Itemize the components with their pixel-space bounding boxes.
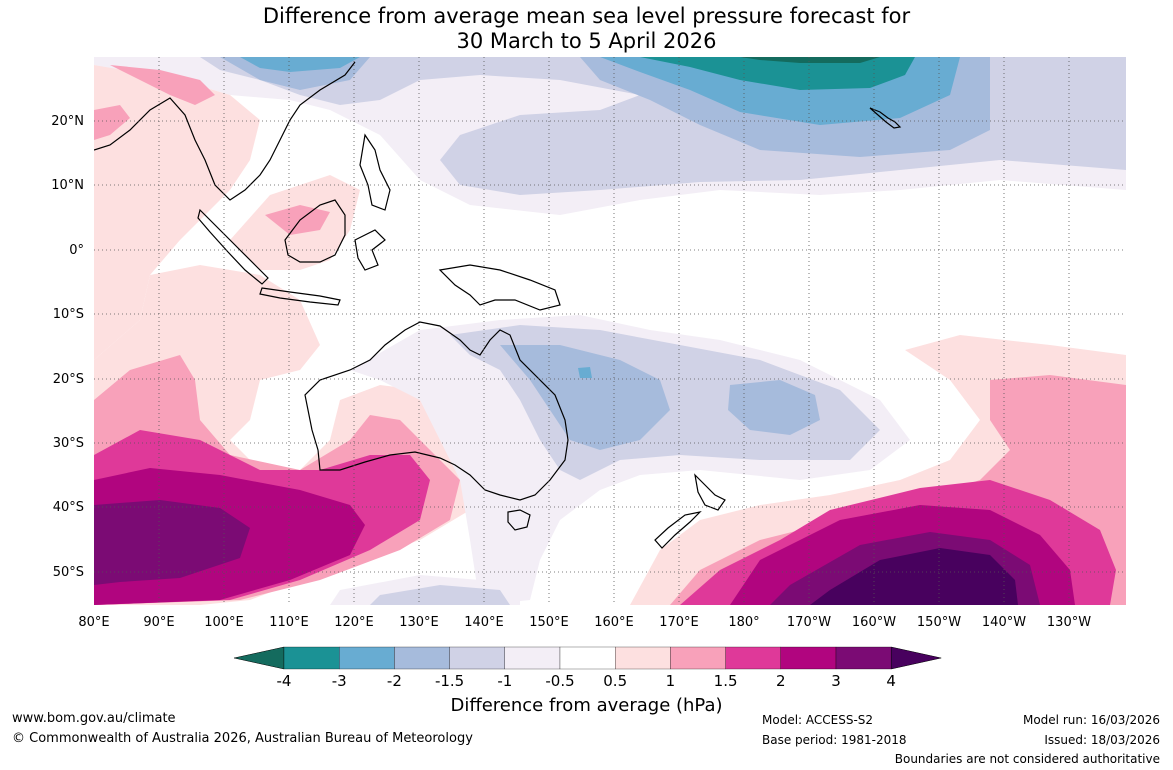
contour-pos-1-northwest bbox=[94, 65, 215, 140]
lon-tick-label: 140°W bbox=[982, 615, 1026, 630]
lat-tick-label: 10°S bbox=[53, 307, 84, 322]
new-zealand-coastline bbox=[654, 473, 726, 549]
colorbar-tick-label: 3 bbox=[831, 672, 841, 690]
tasmania-coastline bbox=[507, 509, 531, 531]
issued-date: Issued: 18/03/2026 bbox=[1044, 733, 1160, 747]
contour-neg-3-north bbox=[640, 57, 915, 90]
lon-tick-label: 90°E bbox=[143, 615, 174, 630]
colorbar-swatch bbox=[504, 646, 561, 670]
lon-tick-label: 170°W bbox=[787, 615, 831, 630]
colorbar-tick-label: -1.5 bbox=[435, 672, 464, 690]
contour-pos-1-borneo bbox=[265, 205, 330, 235]
colorbar-swatch bbox=[670, 646, 726, 670]
map-area bbox=[94, 57, 1126, 605]
lat-tick-label: 0° bbox=[69, 243, 84, 258]
lat-tick-label: 30°S bbox=[53, 436, 84, 451]
colorbar-tick-label: -0.5 bbox=[545, 672, 574, 690]
colorbar-swatch bbox=[394, 646, 450, 670]
lon-tick-label: 160°E bbox=[594, 615, 634, 630]
contour-pos-4-east bbox=[810, 548, 1018, 605]
boundaries-disclaimer: Boundaries are not considered authoritat… bbox=[894, 752, 1160, 766]
lat-axis: 20°N 10°N 0° 10°S 20°S 30°S 40°S 50°S bbox=[51, 114, 84, 580]
lat-tick-label: 20°S bbox=[53, 372, 84, 387]
colorbar-arrow-low bbox=[233, 646, 285, 670]
colorbar-tick-label: 2 bbox=[776, 672, 786, 690]
base-period: Base period: 1981-2018 bbox=[762, 733, 907, 747]
java-coastline bbox=[259, 287, 341, 306]
new-guinea-coastline bbox=[438, 264, 561, 311]
hawaii-islands bbox=[869, 107, 902, 129]
map-title: Difference from average mean sea level p… bbox=[0, 4, 1173, 54]
lat-tick-label: 40°S bbox=[53, 500, 84, 515]
lon-tick-label: 180° bbox=[728, 615, 759, 630]
colorbar-swatch bbox=[835, 646, 892, 670]
colorbar-tick-label: -1 bbox=[497, 672, 512, 690]
lon-tick-label: 130°E bbox=[399, 615, 439, 630]
colorbar-swatch bbox=[615, 646, 671, 670]
asia-coastline bbox=[94, 61, 356, 201]
colorbar-swatch bbox=[725, 646, 781, 670]
contour-pos-05-west bbox=[94, 65, 260, 360]
colorbar-tick-label: -3 bbox=[332, 672, 347, 690]
borneo-coastline bbox=[284, 199, 346, 263]
lon-tick-label: 80°E bbox=[78, 615, 109, 630]
colorbar-swatch bbox=[449, 646, 505, 670]
colorbar-swatch bbox=[780, 646, 837, 670]
lon-tick-label: 120°E bbox=[334, 615, 374, 630]
lat-tick-label: 10°N bbox=[51, 178, 84, 193]
contour-pos-3-south bbox=[94, 500, 250, 585]
lon-tick-label: 100°E bbox=[204, 615, 244, 630]
colorbar-tick-label: -2 bbox=[387, 672, 402, 690]
sulawesi-coastline bbox=[354, 229, 386, 271]
copyright-text: © Commonwealth of Australia 2026, Austra… bbox=[12, 731, 473, 746]
colorbar: -4 -3 -2 -1.5 -1 -0.5 0.5 1 1.5 2 3 4 bbox=[233, 646, 942, 690]
sumatra-coastline bbox=[197, 208, 269, 285]
lon-axis: 80°E 90°E 100°E 110°E 120°E 130°E 140°E … bbox=[78, 615, 1091, 630]
title-line-1: Difference from average mean sea level p… bbox=[262, 4, 911, 28]
lon-tick-label: 170°E bbox=[659, 615, 699, 630]
lon-tick-label: 150°W bbox=[917, 615, 961, 630]
colorbar-tick-label: 1 bbox=[666, 672, 676, 690]
philippines-coastline bbox=[359, 133, 391, 211]
lon-tick-label: 110°E bbox=[269, 615, 309, 630]
colorbar-arrow-high bbox=[890, 646, 942, 670]
contour-neg-4-north bbox=[740, 57, 880, 63]
colorbar-tick-label: 0.5 bbox=[603, 672, 627, 690]
lat-tick-label: 50°S bbox=[53, 565, 84, 580]
website-link[interactable]: www.bom.gov.au/climate bbox=[12, 711, 176, 726]
title-line-2: 30 March to 5 April 2026 bbox=[456, 29, 717, 53]
graticule bbox=[94, 57, 1126, 605]
colorbar-tick-label: 4 bbox=[886, 672, 896, 690]
colorbar-swatch bbox=[339, 646, 395, 670]
lon-tick-label: 130°W bbox=[1047, 615, 1091, 630]
colorbar-tick-label: -4 bbox=[277, 672, 292, 690]
lon-tick-label: 150°E bbox=[529, 615, 569, 630]
colorbar-title: Difference from average (hPa) bbox=[450, 695, 723, 716]
model-name: Model: ACCESS-S2 bbox=[762, 713, 874, 727]
contour-neg-2-pacific bbox=[578, 367, 592, 378]
contour-neg-1-south bbox=[370, 585, 510, 605]
australia-coastline bbox=[304, 321, 569, 501]
colorbar-swatch bbox=[283, 646, 340, 670]
colorbar-tick-label: 1.5 bbox=[714, 672, 738, 690]
lat-tick-label: 20°N bbox=[51, 114, 84, 129]
lon-tick-label: 140°E bbox=[464, 615, 504, 630]
colorbar-swatch bbox=[559, 646, 616, 670]
lon-tick-label: 160°W bbox=[852, 615, 896, 630]
model-run-date: Model run: 16/03/2026 bbox=[1022, 713, 1160, 727]
